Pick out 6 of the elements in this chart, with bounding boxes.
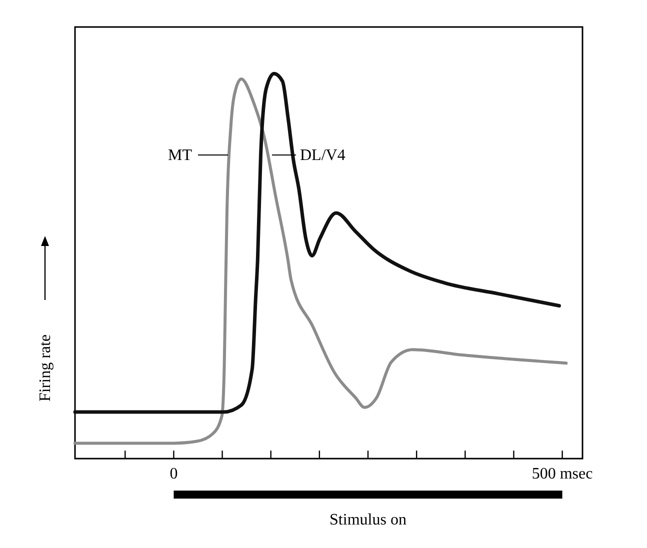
x-tick-label: 500 msec (532, 466, 593, 483)
x-tick-label: 0 (170, 466, 178, 483)
text: Stimulus on (330, 512, 406, 529)
text: MT (168, 147, 192, 164)
series-label: DL/V4 (300, 147, 346, 164)
y-axis-title: Firing rate (37, 334, 54, 402)
